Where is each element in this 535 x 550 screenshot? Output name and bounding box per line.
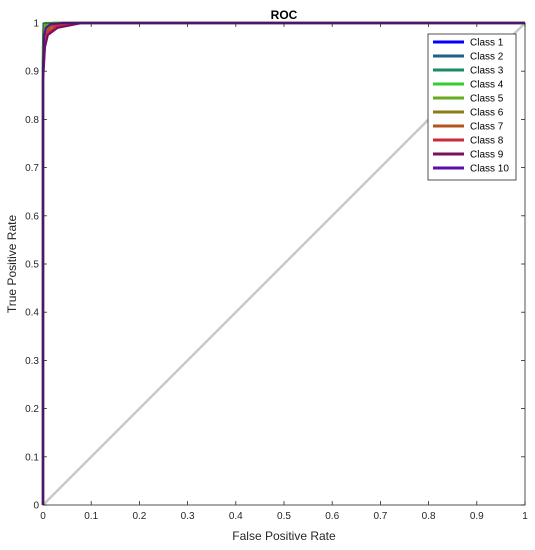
y-tick-label: 0.4 [25,308,39,319]
legend-label-class-9: Class 9 [470,150,504,161]
legend-label-class-6: Class 6 [470,108,504,119]
x-tick-label: 0.7 [373,511,387,522]
legend-label-class-5: Class 5 [470,94,504,105]
x-tick-label: 1 [522,511,528,522]
x-tick-label: 0.4 [229,511,243,522]
y-tick-label: 0.7 [25,163,39,174]
legend-box [427,33,517,181]
legend-label-class-8: Class 8 [470,136,504,147]
y-tick-label: 0.1 [25,452,39,463]
x-tick-label: 0.9 [470,511,484,522]
x-tick-label: 0.8 [422,511,436,522]
legend: Class 1 Class 2 Class 3 Class 4 Class 5 Class… [427,33,517,181]
y-axis-label: True Positive Rate [5,215,19,314]
x-tick-label: 0.1 [84,511,98,522]
legend-label-class-7: Class 7 [470,122,504,133]
x-tick-label: 0 [40,511,46,522]
legend-label-class-3: Class 3 [470,66,504,77]
y-tick-label: 0.9 [25,67,39,78]
y-tick-label: 0.5 [25,260,39,271]
y-tick-label: 0.2 [25,404,39,415]
ticks-layer: 0 0.1 0.2 0.3 0.4 0.5 0.6 0.7 0.8 0.9 1 0 0.1 0.2 0.3 0… [25,19,528,523]
legend-label-class-1: Class 1 [470,38,504,49]
legend-label-class-2: Class 2 [470,52,504,63]
y-tick-label: 0.8 [25,115,39,126]
x-axis-label: False Positive Rate [232,529,336,543]
y-tick-label: 0.3 [25,356,39,367]
legend-label-class-10: Class 10 [470,164,509,175]
y-tick-label: 0.6 [25,211,39,222]
legend-label-class-4: Class 4 [470,80,504,91]
x-tick-label: 0.2 [132,511,146,522]
chart-title: ROC [271,8,298,22]
y-tick-label: 1 [33,19,39,30]
x-tick-label: 0.5 [277,511,291,522]
x-tick-label: 0.6 [325,511,339,522]
x-tick-label: 0.3 [181,511,195,522]
y-tick-label: 0 [33,501,39,512]
